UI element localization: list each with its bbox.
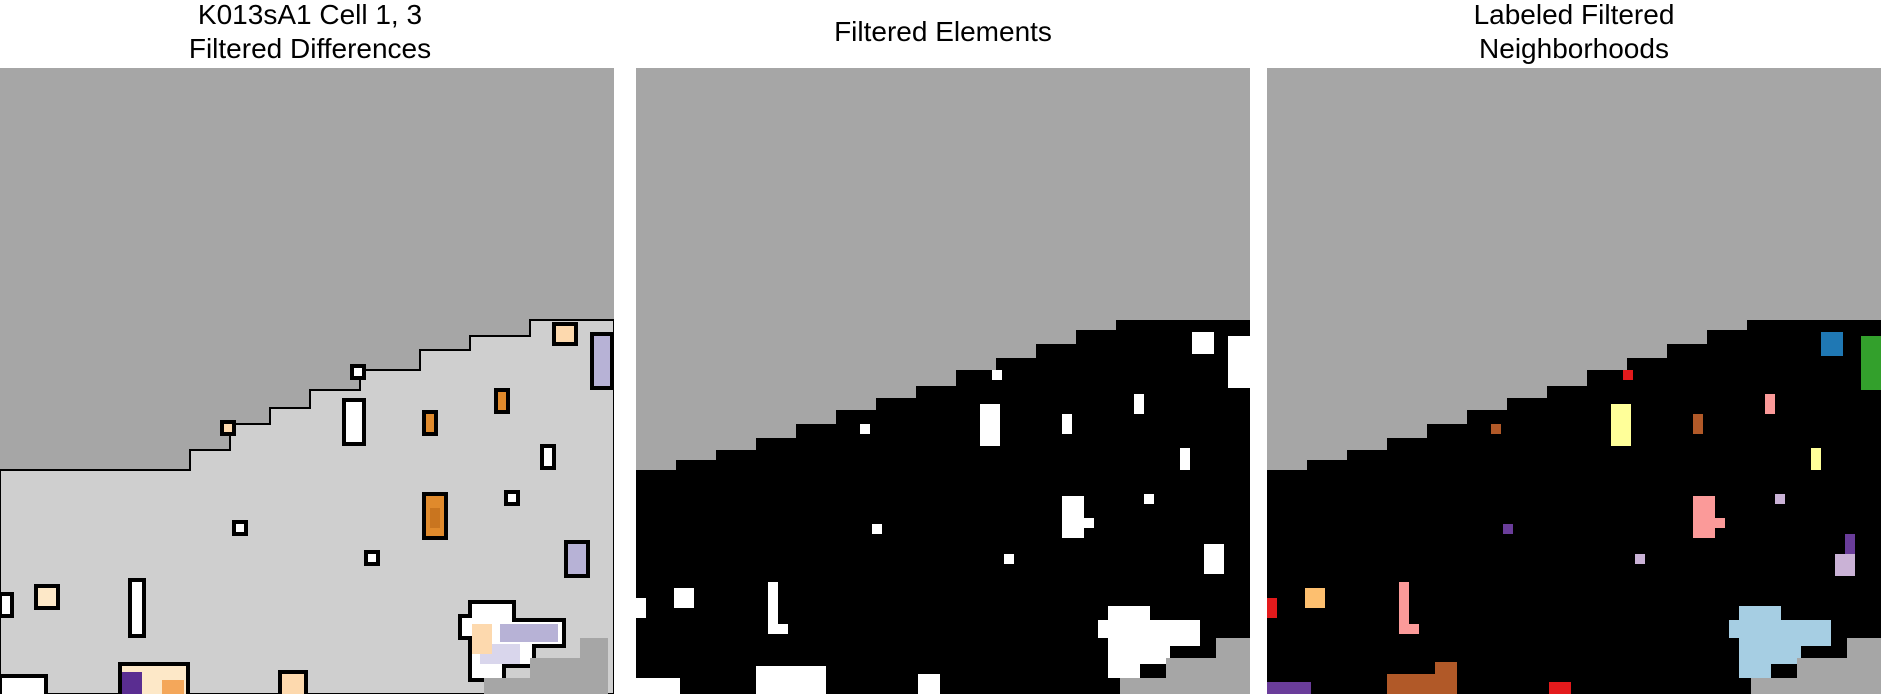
neighborhood-yellow [1811, 448, 1821, 470]
element-pixel [1062, 496, 1084, 538]
diff-region [506, 492, 518, 504]
diff-region [496, 390, 508, 412]
element-pixel [980, 404, 1000, 446]
neighborhood-red [1623, 370, 1633, 380]
filtered-elements-panel [636, 68, 1250, 694]
diff-region [130, 580, 144, 636]
element-pixel [1062, 414, 1072, 434]
neighborhood-red [1549, 682, 1571, 694]
diff-region [0, 676, 46, 694]
neighborhood-pink [1765, 394, 1775, 414]
neighborhood-pink [1693, 496, 1715, 538]
element-pixel [1204, 544, 1224, 574]
diff-region [0, 594, 12, 616]
diff-region [280, 672, 306, 694]
diff-region [352, 366, 364, 378]
neighborhood-green [1861, 336, 1881, 390]
diff-shade [430, 508, 440, 528]
neighborhood-red [1267, 598, 1277, 618]
panel1-title: K013sA1 Cell 1, 3 Filtered Differences [0, 0, 620, 66]
element-pixel [860, 424, 870, 434]
element-pixel [1180, 448, 1190, 470]
diff-shade [472, 624, 492, 654]
element-pixel [1004, 554, 1014, 564]
neighborhood-brown [1435, 662, 1457, 676]
neighborhood-brown [1387, 674, 1457, 694]
neighborhood-yellow [1611, 404, 1631, 446]
element-pixel [992, 370, 1002, 380]
diff-region [36, 586, 58, 608]
diff-shade [122, 672, 142, 694]
diff-region [542, 446, 554, 468]
labeled-neighborhoods-panel [1267, 68, 1881, 694]
diff-shade [500, 624, 558, 642]
element-pixel [636, 598, 646, 618]
element-pixel [1144, 494, 1154, 504]
neighborhood-pink [1409, 624, 1419, 634]
neighborhood-lavender [1775, 494, 1785, 504]
panel3-title: Labeled Filtered Neighborhoods [1264, 0, 1881, 66]
element-pixel [872, 524, 882, 534]
neighborhood-lavender [1835, 554, 1855, 576]
panel1-title-line1: K013sA1 Cell 1, 3 [0, 0, 620, 32]
element-pixel [768, 582, 778, 634]
diff-region [566, 542, 588, 576]
element-pixel [918, 674, 940, 694]
neighborhood-violet [1845, 534, 1855, 554]
panel3-title-line1: Labeled Filtered [1264, 0, 1881, 32]
diff-region [554, 324, 576, 344]
diff-region [344, 400, 364, 444]
element-pixel [1084, 518, 1094, 528]
diff-shade [162, 680, 184, 694]
diff-region [592, 334, 612, 388]
element-pixel [756, 666, 826, 694]
neighborhood-pink [1715, 518, 1725, 528]
neighborhood-blue [1821, 332, 1843, 356]
neighborhood-brown [1693, 414, 1703, 434]
panel3-title-line2: Neighborhoods [1264, 32, 1881, 66]
element-pixel [674, 588, 694, 608]
element-pixel [1228, 336, 1250, 388]
diff-region [424, 412, 436, 434]
element-pixel [636, 678, 680, 694]
neighborhood-peach [1305, 588, 1325, 608]
filtered-differences-panel [0, 68, 614, 694]
element-pixel [778, 624, 788, 634]
panel2-title: Filtered Elements [633, 15, 1253, 49]
element-pixel [1134, 394, 1144, 414]
neighborhood-pink [1399, 582, 1409, 634]
neighborhood-brown [1491, 424, 1501, 434]
element-pixel [1192, 332, 1214, 354]
neighborhood-violet [1503, 524, 1513, 534]
diff-region [366, 552, 378, 564]
panel1-title-line2: Filtered Differences [0, 32, 620, 66]
diff-region [234, 522, 246, 534]
panel2-title-line1: Filtered Elements [633, 15, 1253, 49]
diff-region [222, 422, 234, 434]
neighborhood-lavender [1635, 554, 1645, 564]
neighborhood-violet [1267, 682, 1311, 694]
